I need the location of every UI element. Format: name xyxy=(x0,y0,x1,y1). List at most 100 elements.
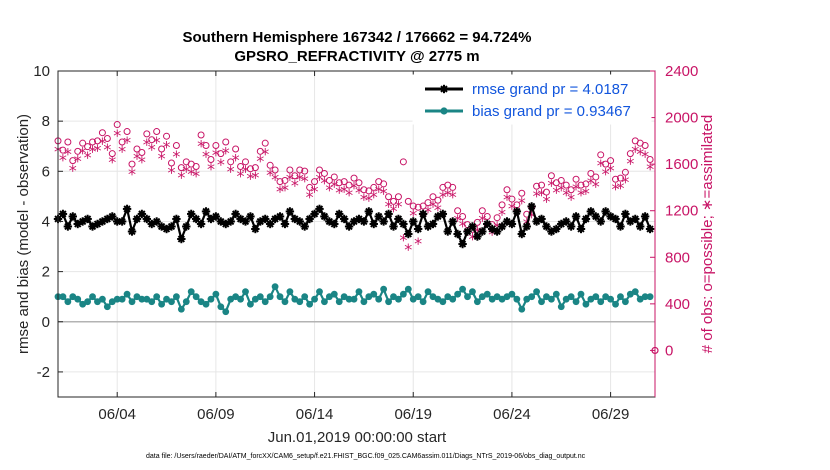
marker-dot xyxy=(174,216,179,222)
marker-dot xyxy=(95,221,100,227)
y-tick-label: 4 xyxy=(42,213,50,230)
bias-point xyxy=(158,300,166,308)
bias-point xyxy=(646,293,654,301)
obs-assimilated-point: * xyxy=(488,225,496,244)
bias-point xyxy=(577,290,585,298)
obs-possible-point xyxy=(424,199,432,207)
obs-assimilated-point: * xyxy=(429,197,437,216)
marker-dot xyxy=(178,236,184,242)
rmse-point xyxy=(453,229,462,239)
marker-dot xyxy=(563,219,569,224)
bias-point xyxy=(316,288,323,296)
rmse-point xyxy=(182,222,191,231)
marker-dot xyxy=(430,221,436,227)
bias-point xyxy=(567,293,575,301)
marker-dot xyxy=(396,216,401,222)
rmse-point xyxy=(621,209,630,219)
obs-possible-point xyxy=(612,175,620,183)
obs-possible-point xyxy=(419,202,427,210)
rmse-point xyxy=(63,222,73,231)
obs-assimilated-point: * xyxy=(276,182,284,201)
marker-dot xyxy=(519,231,525,237)
obs-possible-point xyxy=(128,160,136,168)
obs-assimilated-point: * xyxy=(518,193,526,212)
obs-possible-point xyxy=(340,178,348,186)
bias-point xyxy=(192,293,200,301)
y-tick-label: 2 xyxy=(42,264,50,281)
bias-point xyxy=(177,305,185,313)
obs-assimilated-point: * xyxy=(646,160,654,179)
bias-point xyxy=(153,293,161,301)
bias-point xyxy=(419,298,427,306)
bias-point xyxy=(464,293,471,301)
marker-dot xyxy=(494,229,500,234)
rmse-point xyxy=(113,217,122,226)
rmse-point xyxy=(497,222,507,231)
marker-dot xyxy=(647,226,653,232)
obs-assimilated-point: * xyxy=(271,170,279,189)
marker-dot xyxy=(129,229,135,234)
obs-possible-point xyxy=(478,207,486,215)
marker-dot xyxy=(65,224,71,229)
rmse-point xyxy=(468,222,477,231)
marker-dot xyxy=(262,216,268,222)
obs-assimilated-point: * xyxy=(227,162,235,181)
marker-dot xyxy=(183,224,189,229)
rmse-point xyxy=(315,204,324,214)
bias-point xyxy=(385,298,392,306)
bias-point xyxy=(483,290,491,298)
bias-point xyxy=(247,300,254,308)
obs-possible-point xyxy=(177,164,185,172)
obs-assimilated-point: * xyxy=(612,179,620,198)
bias-point xyxy=(399,290,407,298)
obs-possible-point xyxy=(281,176,289,184)
data-file-footnote: data file: /Users/raeder/DAI/ATM_forcXX/… xyxy=(146,453,586,460)
obs-assimilated-point: * xyxy=(251,168,259,187)
obs-possible-point xyxy=(172,142,180,150)
rmse-point xyxy=(463,227,472,236)
obs-assimilated-point: * xyxy=(246,169,254,188)
marker-dot xyxy=(593,214,599,219)
bias-point xyxy=(217,303,225,311)
rmse-point xyxy=(330,219,339,229)
obs-possible-point xyxy=(547,172,555,180)
marker-dot xyxy=(440,211,446,217)
obs-assimilated-point: * xyxy=(123,133,131,152)
bias-point xyxy=(256,293,264,301)
bias-point xyxy=(202,300,210,308)
bias-point xyxy=(454,290,462,298)
obs-assimilated-point: * xyxy=(182,162,190,181)
marker-dot xyxy=(154,219,160,224)
obs-possible-point xyxy=(306,183,314,191)
bias-point xyxy=(631,288,639,296)
marker-dot xyxy=(75,221,81,227)
obs-assimilated-point: * xyxy=(192,167,200,186)
marker-dot xyxy=(420,211,426,217)
marker-dot xyxy=(297,219,303,224)
obs-assimilated-point: * xyxy=(538,185,546,204)
obs-assimilated-point: * xyxy=(340,182,348,201)
marker-dot xyxy=(622,211,628,217)
rmse-point xyxy=(542,222,551,231)
obs-assimilated-point: * xyxy=(592,177,600,196)
obs-assimilated-point: * xyxy=(325,181,333,200)
obs-assimilated-point: * xyxy=(385,197,393,216)
rmse-point xyxy=(251,224,260,234)
obs-possible-point xyxy=(148,136,156,144)
rmse-point xyxy=(335,209,344,219)
obs-assimilated-point: * xyxy=(296,170,304,189)
y-axis-label: rmse and bias (model - observation) xyxy=(15,114,32,354)
obs-assimilated-point: * xyxy=(89,142,97,161)
obs-assimilated-point: * xyxy=(113,126,121,145)
y2-tick-label: 1600 xyxy=(665,156,698,173)
rmse-point xyxy=(206,214,216,224)
obs-possible-point xyxy=(335,179,343,187)
marker-dot xyxy=(223,221,229,227)
marker-dot xyxy=(351,219,357,224)
bias-point xyxy=(547,295,555,303)
rmse-point xyxy=(83,214,92,224)
obs-possible-point xyxy=(266,161,274,169)
rmse-point xyxy=(384,209,393,219)
obs-assimilated-point: * xyxy=(621,172,629,191)
